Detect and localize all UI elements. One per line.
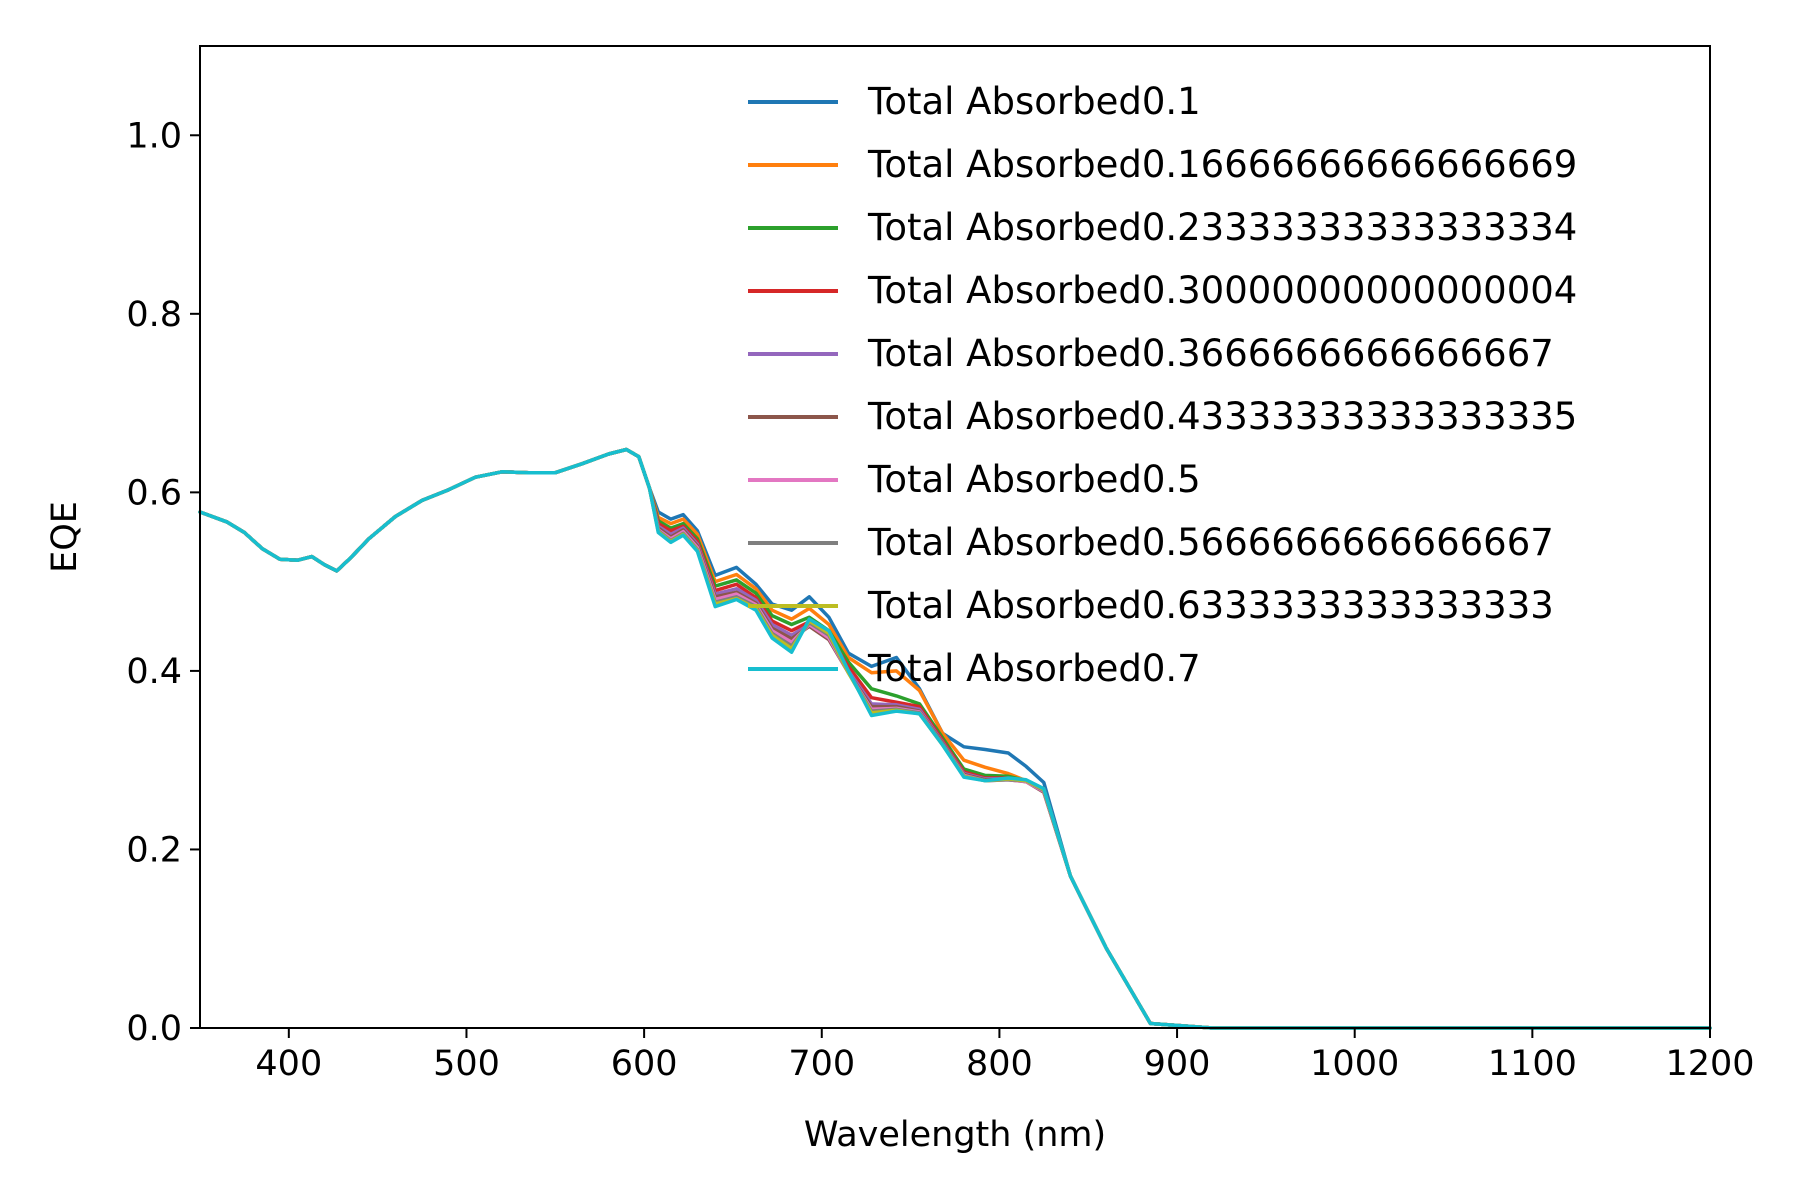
x-tick-label: 1000 bbox=[1310, 1044, 1399, 1084]
legend-label-9: Total Absorbed0.6333333333333333 bbox=[867, 584, 1554, 627]
legend-label-1: Total Absorbed0.1 bbox=[867, 80, 1201, 123]
legend-label-10: Total Absorbed0.7 bbox=[867, 647, 1201, 690]
x-tick-label: 500 bbox=[433, 1044, 500, 1084]
y-axis: 0.0 0.2 0.4 0.6 0.8 1.0 bbox=[126, 116, 200, 1049]
series-layer bbox=[198, 447, 1712, 1030]
x-tick-label: 600 bbox=[611, 1044, 678, 1084]
y-tick-label: 1.0 bbox=[126, 116, 182, 156]
series-line-10 bbox=[198, 447, 1712, 1030]
legend-label-4: Total Absorbed0.30000000000000004 bbox=[867, 269, 1577, 312]
x-tick-label: 900 bbox=[1144, 1044, 1211, 1084]
legend-label-8: Total Absorbed0.5666666666666667 bbox=[867, 521, 1554, 564]
y-tick-label: 0.4 bbox=[126, 652, 182, 692]
legend-label-6: Total Absorbed0.43333333333333335 bbox=[867, 395, 1577, 438]
x-tick-label: 1200 bbox=[1665, 1044, 1754, 1084]
legend-label-7: Total Absorbed0.5 bbox=[867, 458, 1201, 501]
legend-label-3: Total Absorbed0.23333333333333334 bbox=[867, 206, 1577, 249]
legend-label-5: Total Absorbed0.3666666666666667 bbox=[867, 332, 1554, 375]
y-tick-label: 0.8 bbox=[126, 295, 182, 335]
y-tick-label: 0.0 bbox=[126, 1009, 182, 1049]
x-axis: 400 500 600 700 800 900 1000 1100 1200 bbox=[255, 1028, 1755, 1084]
x-tick-label: 1100 bbox=[1488, 1044, 1577, 1084]
x-tick-label: 400 bbox=[255, 1044, 322, 1084]
y-tick-label: 0.6 bbox=[126, 473, 182, 513]
legend: Total Absorbed0.1 Total Absorbed0.1666666… bbox=[748, 80, 1577, 690]
y-tick-label: 0.2 bbox=[126, 830, 182, 870]
y-axis-label: EQE bbox=[45, 501, 85, 573]
plot-frame bbox=[199, 45, 1711, 1029]
x-tick-label: 800 bbox=[966, 1044, 1033, 1084]
legend-label-2: Total Absorbed0.16666666666666669 bbox=[867, 143, 1577, 186]
x-tick-label: 700 bbox=[788, 1044, 855, 1084]
x-axis-label: Wavelength (nm) bbox=[804, 1115, 1106, 1155]
